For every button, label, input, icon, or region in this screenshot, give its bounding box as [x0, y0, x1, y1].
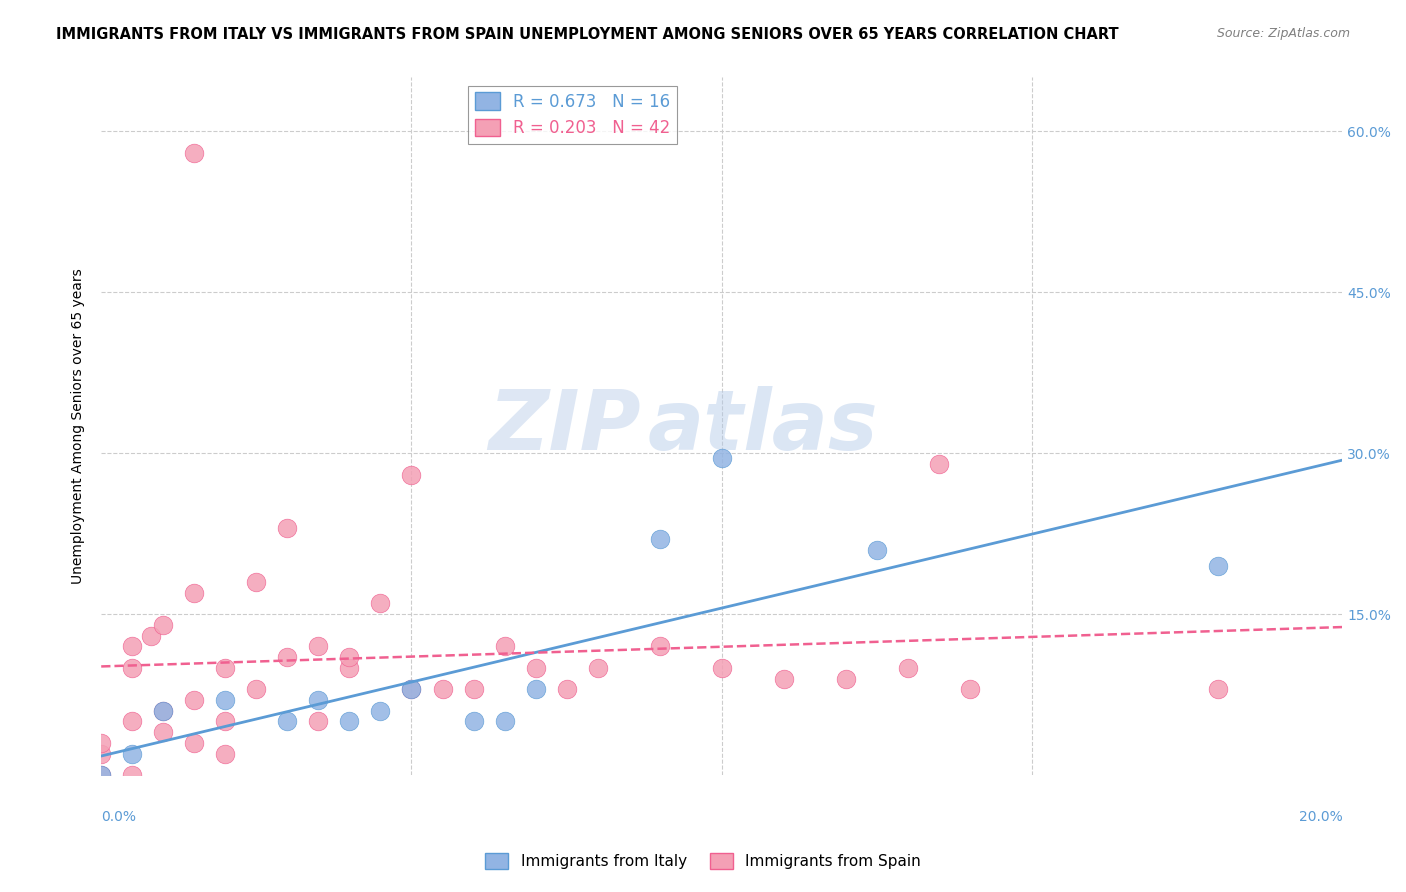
Point	[648, 640, 671, 654]
Point	[494, 640, 516, 654]
Point	[586, 661, 609, 675]
Point	[276, 521, 298, 535]
Point	[772, 672, 794, 686]
Point	[90, 768, 112, 782]
Point	[524, 661, 547, 675]
Point	[866, 542, 889, 557]
Text: 20.0%: 20.0%	[1299, 810, 1343, 824]
Point	[121, 640, 143, 654]
Y-axis label: Unemployment Among Seniors over 65 years: Unemployment Among Seniors over 65 years	[72, 268, 86, 584]
Point	[401, 467, 423, 482]
Point	[524, 682, 547, 697]
Point	[152, 725, 174, 739]
Point	[139, 629, 162, 643]
Point	[90, 736, 112, 750]
Point	[710, 661, 733, 675]
Point	[339, 661, 361, 675]
Point	[1206, 682, 1229, 697]
Point	[183, 693, 205, 707]
Point	[463, 682, 485, 697]
Point	[183, 736, 205, 750]
Point	[307, 714, 329, 729]
Point	[183, 145, 205, 160]
Point	[276, 714, 298, 729]
Point	[648, 532, 671, 546]
Point	[928, 457, 950, 471]
Point	[897, 661, 920, 675]
Point	[276, 650, 298, 665]
Point	[152, 618, 174, 632]
Point	[432, 682, 454, 697]
Point	[90, 747, 112, 761]
Text: IMMIGRANTS FROM ITALY VS IMMIGRANTS FROM SPAIN UNEMPLOYMENT AMONG SENIORS OVER 6: IMMIGRANTS FROM ITALY VS IMMIGRANTS FROM…	[56, 27, 1119, 42]
Point	[245, 574, 267, 589]
Point	[1206, 558, 1229, 573]
Point	[121, 661, 143, 675]
Point	[121, 714, 143, 729]
Point	[307, 640, 329, 654]
Point	[307, 693, 329, 707]
Text: Source: ZipAtlas.com: Source: ZipAtlas.com	[1216, 27, 1350, 40]
Text: atlas: atlas	[647, 385, 877, 467]
Point	[214, 714, 236, 729]
Point	[152, 704, 174, 718]
Point	[463, 714, 485, 729]
Point	[121, 768, 143, 782]
Point	[183, 585, 205, 599]
Point	[339, 650, 361, 665]
Legend: R = 0.673   N = 16, R = 0.203   N = 42: R = 0.673 N = 16, R = 0.203 N = 42	[468, 86, 678, 144]
Point	[121, 747, 143, 761]
Point	[401, 682, 423, 697]
Point	[370, 596, 392, 610]
Point	[494, 714, 516, 729]
Legend: Immigrants from Italy, Immigrants from Spain: Immigrants from Italy, Immigrants from S…	[479, 847, 927, 875]
Point	[339, 714, 361, 729]
Point	[370, 704, 392, 718]
Point	[959, 682, 981, 697]
Point	[90, 768, 112, 782]
Text: ZIP: ZIP	[488, 385, 641, 467]
Point	[214, 693, 236, 707]
Point	[555, 682, 578, 697]
Point	[835, 672, 858, 686]
Point	[710, 451, 733, 466]
Point	[214, 747, 236, 761]
Point	[214, 661, 236, 675]
Point	[245, 682, 267, 697]
Point	[401, 682, 423, 697]
Text: 0.0%: 0.0%	[101, 810, 136, 824]
Point	[152, 704, 174, 718]
